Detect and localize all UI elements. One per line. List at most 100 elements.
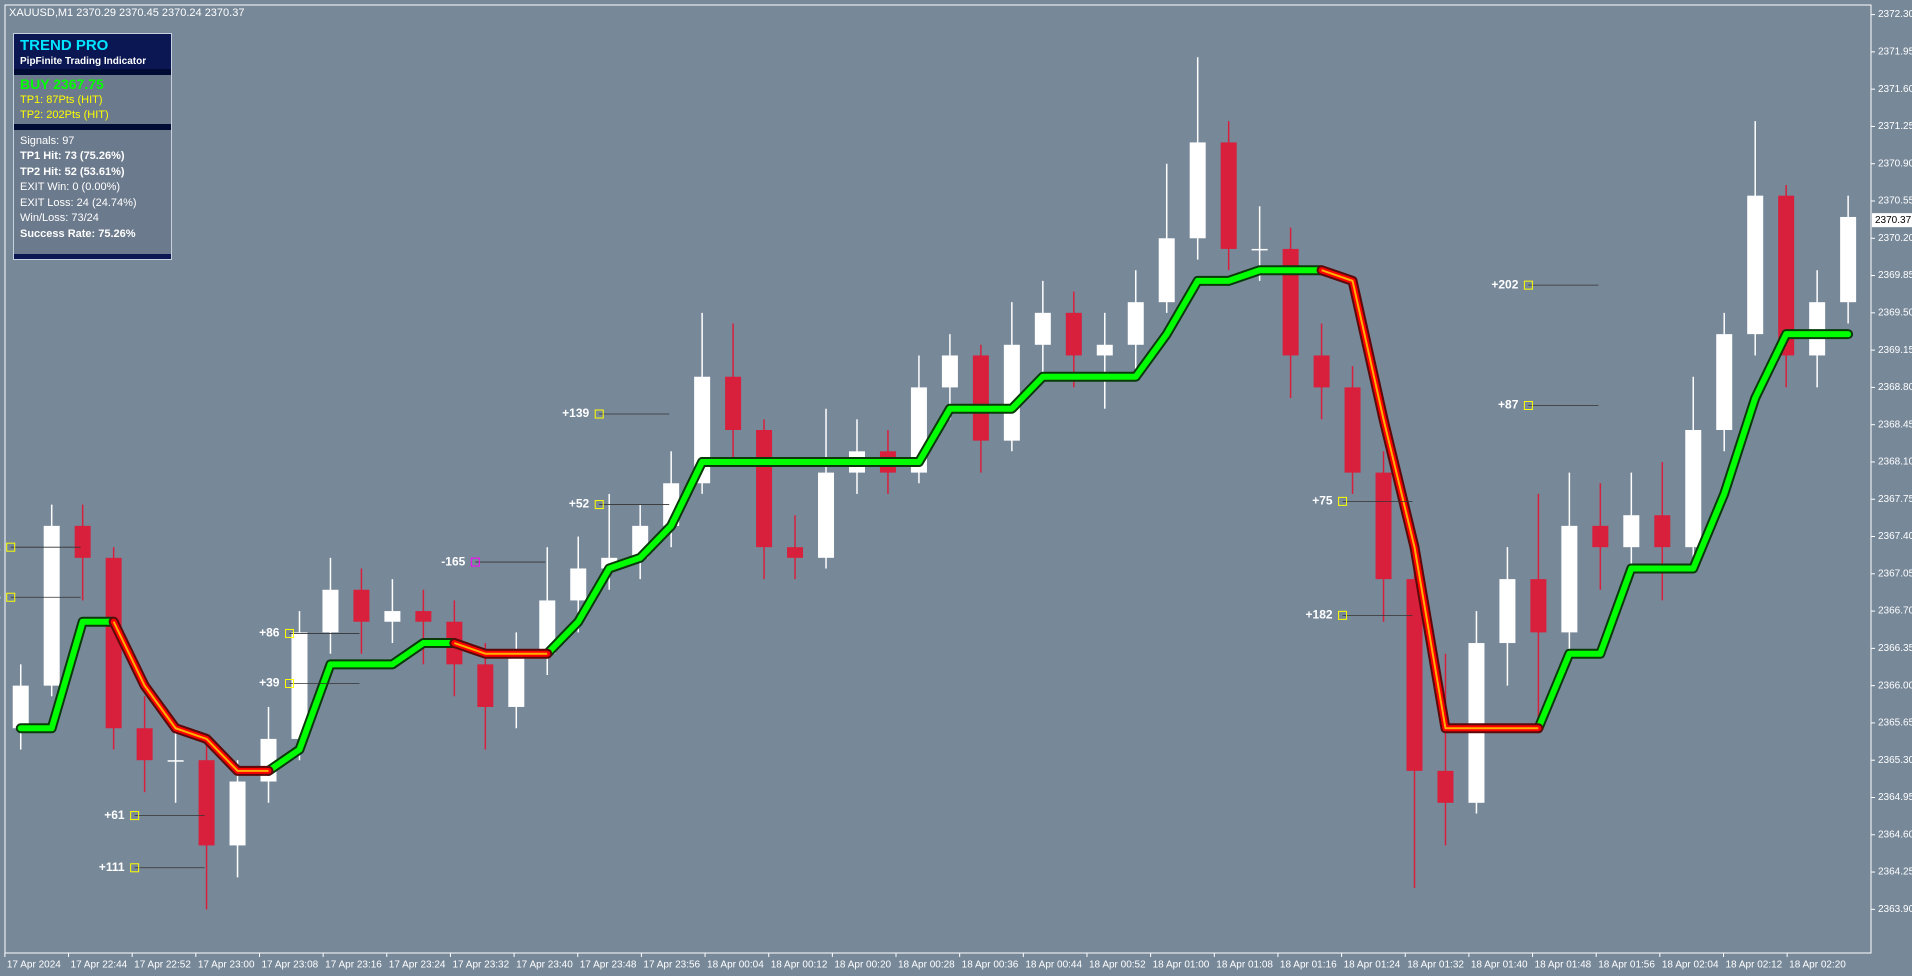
- y-tick-label: 2367.75: [1878, 494, 1912, 505]
- trend-core: [454, 642, 548, 655]
- candle-body: [1561, 525, 1578, 633]
- x-tick-label: 17 Apr 23:48: [580, 960, 637, 971]
- annotation-marker: [1338, 610, 1348, 620]
- annotation-label: +39: [259, 676, 280, 690]
- tp2: TP2: 202Pts (HIT): [14, 108, 171, 124]
- candle-body: [167, 760, 184, 762]
- candle-body: [756, 430, 773, 548]
- candle-body: [787, 547, 804, 558]
- y-tick-label: 2368.10: [1878, 457, 1912, 468]
- annotation-label: +86: [259, 626, 280, 640]
- y-tick-label: 2372.30: [1878, 9, 1912, 20]
- y-tick-label: 2369.15: [1878, 345, 1912, 356]
- y-tick-label: 2371.95: [1878, 47, 1912, 58]
- candle-body: [1840, 216, 1857, 303]
- candle-body: [1468, 643, 1485, 803]
- candle-body: [1499, 579, 1516, 644]
- x-tick-label: 18 Apr 01:32: [1407, 960, 1464, 971]
- candle-body: [818, 472, 835, 558]
- y-tick-label: 2368.45: [1878, 419, 1912, 430]
- stat-line: EXIT Win: 0 (0.00%): [20, 181, 121, 193]
- candle-body: [1654, 515, 1671, 548]
- candle-body: [1778, 195, 1795, 356]
- annotation-label: +45: [0, 589, 1, 603]
- x-tick-label: 17 Apr 22:52: [134, 960, 191, 971]
- candle-body: [1158, 238, 1175, 303]
- y-tick-label: 2366.00: [1878, 680, 1912, 691]
- x-tick-label: 18 Apr 01:08: [1216, 960, 1273, 971]
- trend-line: [17, 618, 117, 732]
- annotation-label: +75: [1312, 494, 1333, 508]
- candle-body: [1282, 248, 1299, 356]
- y-tick-label: 2364.25: [1878, 867, 1912, 878]
- stats: Signals: 97 TP1 Hit: 73 (75.26%) TP2 Hit: …: [14, 129, 171, 254]
- plot-frame: [4, 4, 1872, 954]
- symbol-header: XAUUSD,M1 2370.29 2370.45 2370.24 2370.3…: [9, 7, 244, 19]
- info-panel: TREND PRO PipFinite Trading Indicator BU…: [13, 33, 172, 260]
- candle-body: [415, 611, 432, 622]
- annotation-label: +202: [1491, 277, 1518, 291]
- annotation-marker: [284, 628, 294, 638]
- annotation-label: +139: [562, 406, 589, 420]
- candle-body: [1375, 472, 1392, 580]
- x-tick-label: 17 Apr 23:08: [261, 960, 318, 971]
- trend-core: [112, 621, 269, 772]
- candle-body: [1623, 515, 1640, 548]
- x-tick-label: 18 Apr 00:20: [834, 960, 891, 971]
- last-price-box: [1872, 213, 1912, 228]
- candle-body: [1127, 302, 1144, 345]
- candle-body: [1189, 142, 1206, 239]
- candle-body: [601, 557, 618, 569]
- candle-body: [1406, 579, 1423, 771]
- candle-body: [12, 685, 29, 729]
- annotation-marker: [1523, 401, 1533, 411]
- separator: [14, 123, 171, 130]
- candle-body: [725, 376, 742, 431]
- y-tick-label: 2370.55: [1878, 196, 1912, 207]
- candle-body: [477, 664, 494, 707]
- candle-body: [43, 525, 60, 686]
- y-tick-label: 2366.70: [1878, 606, 1912, 617]
- candle-body: [1437, 770, 1454, 803]
- candle-body: [353, 589, 370, 622]
- x-tick-label: 18 Apr 01:24: [1344, 960, 1401, 971]
- y-tick-label: 2371.60: [1878, 84, 1912, 95]
- annotation-marker: [6, 542, 16, 552]
- annotation-label: +182: [1306, 608, 1333, 622]
- x-tick-label: 17 Apr 23:24: [389, 960, 446, 971]
- x-tick-label: 18 Apr 00:28: [898, 960, 955, 971]
- x-tick-label: 17 Apr 2024: [7, 960, 61, 971]
- trend-line: [544, 267, 1325, 657]
- x-tick-label: 18 Apr 00:04: [707, 960, 764, 971]
- trend-line: [265, 640, 458, 774]
- x-tick-label: 18 Apr 00:44: [1025, 960, 1082, 971]
- y-tick-label: 2366.35: [1878, 643, 1912, 654]
- y-tick-label: 2365.65: [1878, 718, 1912, 729]
- stat-line: Signals: 97: [20, 134, 75, 147]
- y-tick-label: 2364.95: [1878, 792, 1912, 803]
- x-tick-label: 18 Apr 00:52: [1089, 960, 1146, 971]
- annotation-marker: [130, 863, 140, 873]
- x-tick-label: 18 Apr 00:36: [962, 960, 1019, 971]
- candle-body: [229, 781, 246, 846]
- candle-body: [1344, 387, 1361, 473]
- candle-body: [74, 525, 91, 558]
- x-tick-label: 18 Apr 01:40: [1471, 960, 1528, 971]
- x-tick-label: 17 Apr 23:56: [643, 960, 700, 971]
- y-tick-label: 2365.30: [1878, 755, 1912, 766]
- y-tick-label: 2371.25: [1878, 121, 1912, 132]
- candle-body: [508, 653, 525, 707]
- last-price-label: 2370.37: [1875, 215, 1912, 226]
- annotation-marker: [594, 500, 604, 510]
- candle-body: [322, 589, 339, 633]
- x-tick-label: 18 Apr 01:00: [1153, 960, 1210, 971]
- candle-body: [1530, 579, 1547, 633]
- tp1: TP1: 87Pts (HIT): [14, 92, 171, 108]
- candle-body: [1313, 355, 1330, 388]
- x-tick-label: 17 Apr 23:40: [516, 960, 573, 971]
- candle-body: [1034, 312, 1051, 345]
- candle-body: [539, 600, 556, 654]
- candle-body: [1096, 344, 1113, 356]
- candle-body: [1716, 334, 1733, 431]
- annotation-marker: [1338, 496, 1348, 506]
